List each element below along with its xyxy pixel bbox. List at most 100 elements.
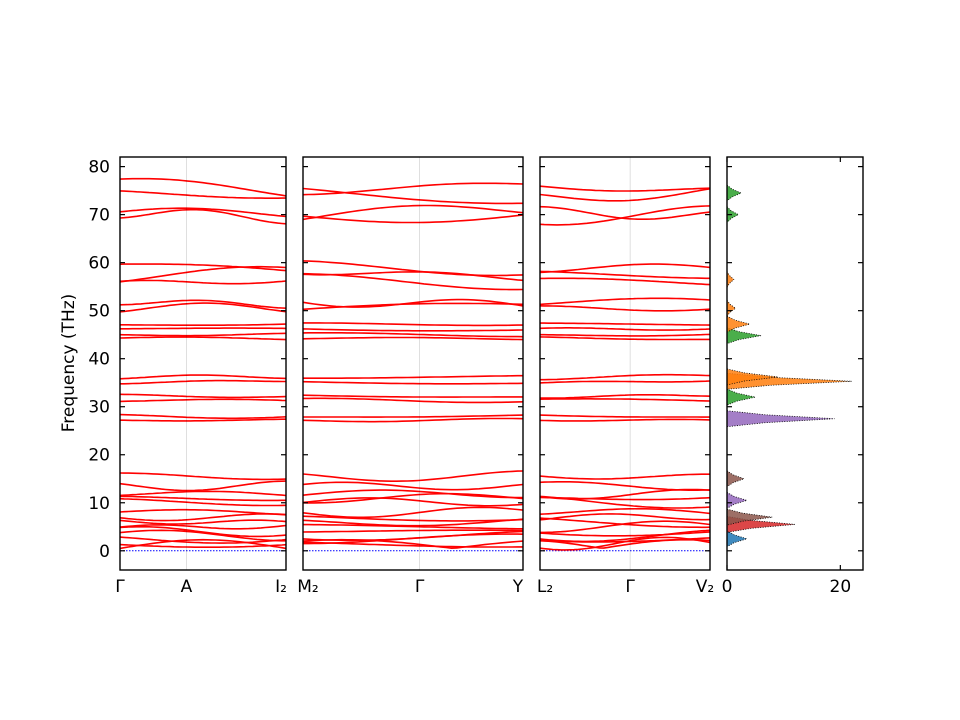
band-line bbox=[119, 529, 286, 542]
x-tick-label: Γ bbox=[415, 577, 425, 597]
band-line bbox=[539, 398, 711, 402]
band-line bbox=[539, 185, 711, 192]
band-panel-gamma-a-i2: Γ A I₂ bbox=[115, 156, 287, 597]
band-line bbox=[539, 507, 711, 515]
band-line bbox=[302, 489, 523, 499]
band-line bbox=[540, 373, 711, 381]
panel-frame bbox=[119, 156, 287, 571]
band-line bbox=[119, 536, 287, 544]
dos-peak bbox=[727, 327, 761, 344]
x-tick-label: I₂ bbox=[275, 577, 287, 597]
x-tick-label: Γ bbox=[625, 577, 635, 597]
band-line bbox=[302, 187, 523, 205]
band-line bbox=[120, 379, 286, 385]
band-line bbox=[120, 418, 286, 422]
band-line bbox=[302, 214, 524, 224]
band-line bbox=[119, 336, 287, 341]
x-tick-label: V₂ bbox=[696, 577, 714, 597]
band-line bbox=[303, 374, 523, 379]
band-line bbox=[303, 523, 523, 530]
band-line bbox=[303, 414, 524, 418]
band-line bbox=[539, 327, 711, 331]
band-line bbox=[539, 205, 711, 220]
band-panels: Γ A I₂ M₂ Γ Y L₂ Γ V₂ bbox=[115, 156, 714, 597]
band-line bbox=[302, 506, 524, 519]
x-tick-label: Γ bbox=[115, 577, 125, 597]
x-tick-label: M₂ bbox=[297, 577, 318, 597]
band-line bbox=[119, 543, 287, 548]
dos-peak bbox=[727, 470, 744, 487]
band-line bbox=[302, 182, 524, 196]
band-panel-l2-gamma-v2: L₂ Γ V₂ bbox=[537, 156, 714, 597]
dos-peak bbox=[727, 389, 756, 406]
band-line bbox=[539, 336, 710, 341]
band-line bbox=[302, 481, 524, 491]
band-line bbox=[302, 270, 524, 282]
band-line bbox=[119, 495, 286, 502]
band-line bbox=[540, 333, 711, 337]
dos-peak bbox=[727, 492, 747, 509]
band-line bbox=[539, 531, 711, 537]
y-tick-label: 40 bbox=[88, 350, 110, 370]
y-tick-label: 30 bbox=[88, 398, 110, 418]
band-line bbox=[119, 374, 287, 380]
y-tick-label: 60 bbox=[88, 254, 110, 274]
band-line bbox=[120, 323, 287, 326]
band-line bbox=[302, 204, 524, 221]
frequency-axis: 0 10 20 30 40 50 60 70 80 bbox=[88, 158, 110, 562]
band-line bbox=[539, 418, 711, 422]
band-line bbox=[539, 513, 711, 521]
x-tick-label: Y bbox=[512, 577, 524, 597]
band-line bbox=[539, 305, 711, 312]
band-line bbox=[303, 322, 523, 327]
band-line bbox=[302, 394, 523, 398]
band-line bbox=[302, 515, 524, 522]
dos-total-outline bbox=[726, 299, 737, 318]
band-line bbox=[119, 538, 287, 550]
band-line bbox=[302, 298, 524, 308]
band-line bbox=[539, 517, 711, 529]
band-line bbox=[539, 297, 711, 306]
panel-frame bbox=[539, 156, 711, 571]
y-tick-label: 80 bbox=[88, 158, 110, 178]
band-line bbox=[119, 279, 287, 285]
y-tick-label: 20 bbox=[88, 446, 110, 466]
band-line bbox=[119, 513, 287, 522]
band-line bbox=[302, 518, 524, 527]
band-line bbox=[119, 393, 287, 399]
band-line bbox=[119, 299, 287, 309]
dos-x-tick-label: 20 bbox=[830, 577, 852, 597]
band-line bbox=[302, 328, 524, 332]
band-line bbox=[540, 277, 711, 286]
band-line bbox=[303, 397, 524, 404]
band-line bbox=[119, 207, 287, 218]
dos-peak bbox=[727, 530, 747, 547]
dos-peak bbox=[727, 368, 778, 385]
band-line bbox=[540, 394, 711, 399]
band-line bbox=[119, 524, 287, 530]
band-line bbox=[119, 190, 286, 199]
band-line bbox=[119, 208, 287, 225]
dos-peak bbox=[727, 316, 750, 333]
band-line bbox=[119, 519, 287, 525]
band-line bbox=[539, 205, 711, 226]
dos-peak bbox=[727, 410, 835, 427]
band-line bbox=[539, 414, 710, 418]
band-line bbox=[539, 529, 711, 543]
dos-frame bbox=[726, 156, 864, 571]
band-line bbox=[302, 260, 524, 277]
band-line bbox=[119, 302, 287, 313]
band-line bbox=[539, 473, 710, 480]
y-axis-label: Frequency (THz) bbox=[59, 294, 79, 433]
band-line bbox=[302, 336, 524, 341]
x-tick-label: A bbox=[181, 577, 193, 597]
band-line bbox=[119, 508, 287, 516]
dos-peak bbox=[727, 271, 734, 288]
band-line bbox=[302, 497, 524, 507]
band-line bbox=[302, 380, 524, 385]
band-line bbox=[302, 332, 524, 338]
dos-peak bbox=[727, 300, 736, 317]
band-line bbox=[539, 481, 711, 491]
band-line bbox=[119, 413, 287, 420]
